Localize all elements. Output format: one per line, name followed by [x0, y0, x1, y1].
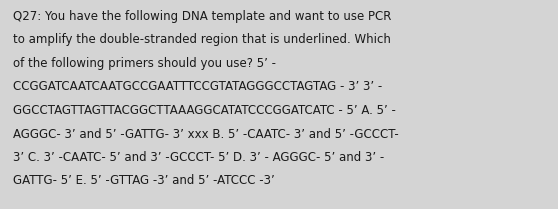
Text: GGCCTAGTTAGTTACGGCTTAAAGGCATATCCCGGATCATC - 5’ A. 5’ -: GGCCTAGTTAGTTACGGCTTAAAGGCATATCCCGGATCAT…	[13, 104, 396, 117]
Text: 3’ C. 3’ -CAATC- 5’ and 3’ -GCCCT- 5’ D. 3’ - AGGGC- 5’ and 3’ -: 3’ C. 3’ -CAATC- 5’ and 3’ -GCCCT- 5’ D.…	[13, 151, 384, 164]
Text: to amplify the double-stranded region that is underlined. Which: to amplify the double-stranded region th…	[13, 33, 391, 46]
Text: GATTG- 5’ E. 5’ -GTTAG -3’ and 5’ -ATCCC -3’: GATTG- 5’ E. 5’ -GTTAG -3’ and 5’ -ATCCC…	[13, 175, 275, 187]
Text: AGGGC- 3’ and 5’ -GATTG- 3’ xxx B. 5’ -CAATC- 3’ and 5’ -GCCCT-: AGGGC- 3’ and 5’ -GATTG- 3’ xxx B. 5’ -C…	[13, 127, 399, 140]
Text: of the following primers should you use? 5’ -: of the following primers should you use?…	[13, 57, 276, 70]
Text: CCGGATCAATCAATGCCGAATTTCCGTATAGGGCCTAGTAG - 3’ 3’ -: CCGGATCAATCAATGCCGAATTTCCGTATAGGGCCTAGTA…	[13, 80, 382, 93]
Text: Q27: You have the following DNA template and want to use PCR: Q27: You have the following DNA template…	[13, 10, 391, 23]
